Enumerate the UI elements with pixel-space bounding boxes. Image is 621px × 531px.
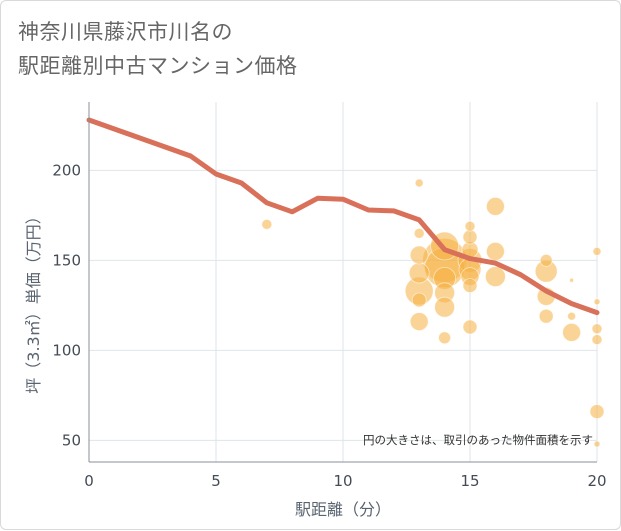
data-bubble: [592, 246, 602, 256]
data-bubble: [589, 404, 605, 420]
data-bubble: [462, 278, 478, 294]
y-tick-label: 150: [52, 251, 81, 269]
grid-lines: [89, 102, 598, 462]
x-tick-label: 0: [84, 472, 94, 490]
chart-title: 神奈川県藤沢市川名の 駅距離別中古マンション価格: [18, 15, 578, 83]
data-bubble: [261, 218, 273, 230]
data-bubble: [485, 196, 505, 216]
data-bubble: [462, 229, 478, 245]
data-bubble: [539, 253, 553, 267]
data-bubble: [434, 296, 456, 318]
data-bubble: [538, 308, 554, 324]
data-bubble: [591, 323, 603, 335]
y-tick-label: 200: [52, 161, 81, 179]
bubble-layer: [261, 178, 605, 448]
bubble-size-note: 円の大きさは、取引のあった物件面積を示す: [363, 433, 593, 447]
data-bubble: [593, 440, 601, 448]
data-bubble: [464, 220, 476, 232]
x-tick-label: 5: [211, 472, 221, 490]
data-bubble: [567, 311, 576, 321]
data-bubble: [484, 266, 506, 288]
axes: 0 5 10 15 20 50 100 150 200: [52, 102, 607, 490]
data-bubble: [414, 178, 424, 188]
data-bubble: [462, 319, 478, 335]
data-bubble: [409, 312, 429, 332]
data-bubble: [438, 331, 452, 345]
data-bubble: [408, 262, 430, 284]
data-bubble: [413, 227, 425, 239]
y-axis-label: 坪（3.3㎡）単価（万円）: [24, 208, 43, 393]
data-bubble: [411, 292, 427, 308]
average-price-line: [86, 117, 600, 316]
x-axis-label: 駅距離（分）: [295, 500, 391, 519]
y-tick-label: 100: [52, 341, 81, 359]
line-layer: [86, 117, 600, 316]
y-tick-label: 50: [62, 431, 81, 449]
x-tick-label: 10: [333, 472, 352, 490]
data-bubble: [593, 298, 601, 306]
data-bubble: [591, 334, 603, 346]
chart-title-line-1: 神奈川県藤沢市川名の: [18, 20, 233, 44]
x-tick-label: 15: [460, 472, 479, 490]
data-bubble: [485, 241, 505, 261]
x-tick-label: 20: [587, 472, 606, 490]
data-bubble: [569, 277, 574, 283]
chart-title-line-2: 駅距離別中古マンション価格: [18, 54, 298, 78]
data-bubble: [409, 245, 429, 265]
data-bubble: [562, 322, 581, 342]
